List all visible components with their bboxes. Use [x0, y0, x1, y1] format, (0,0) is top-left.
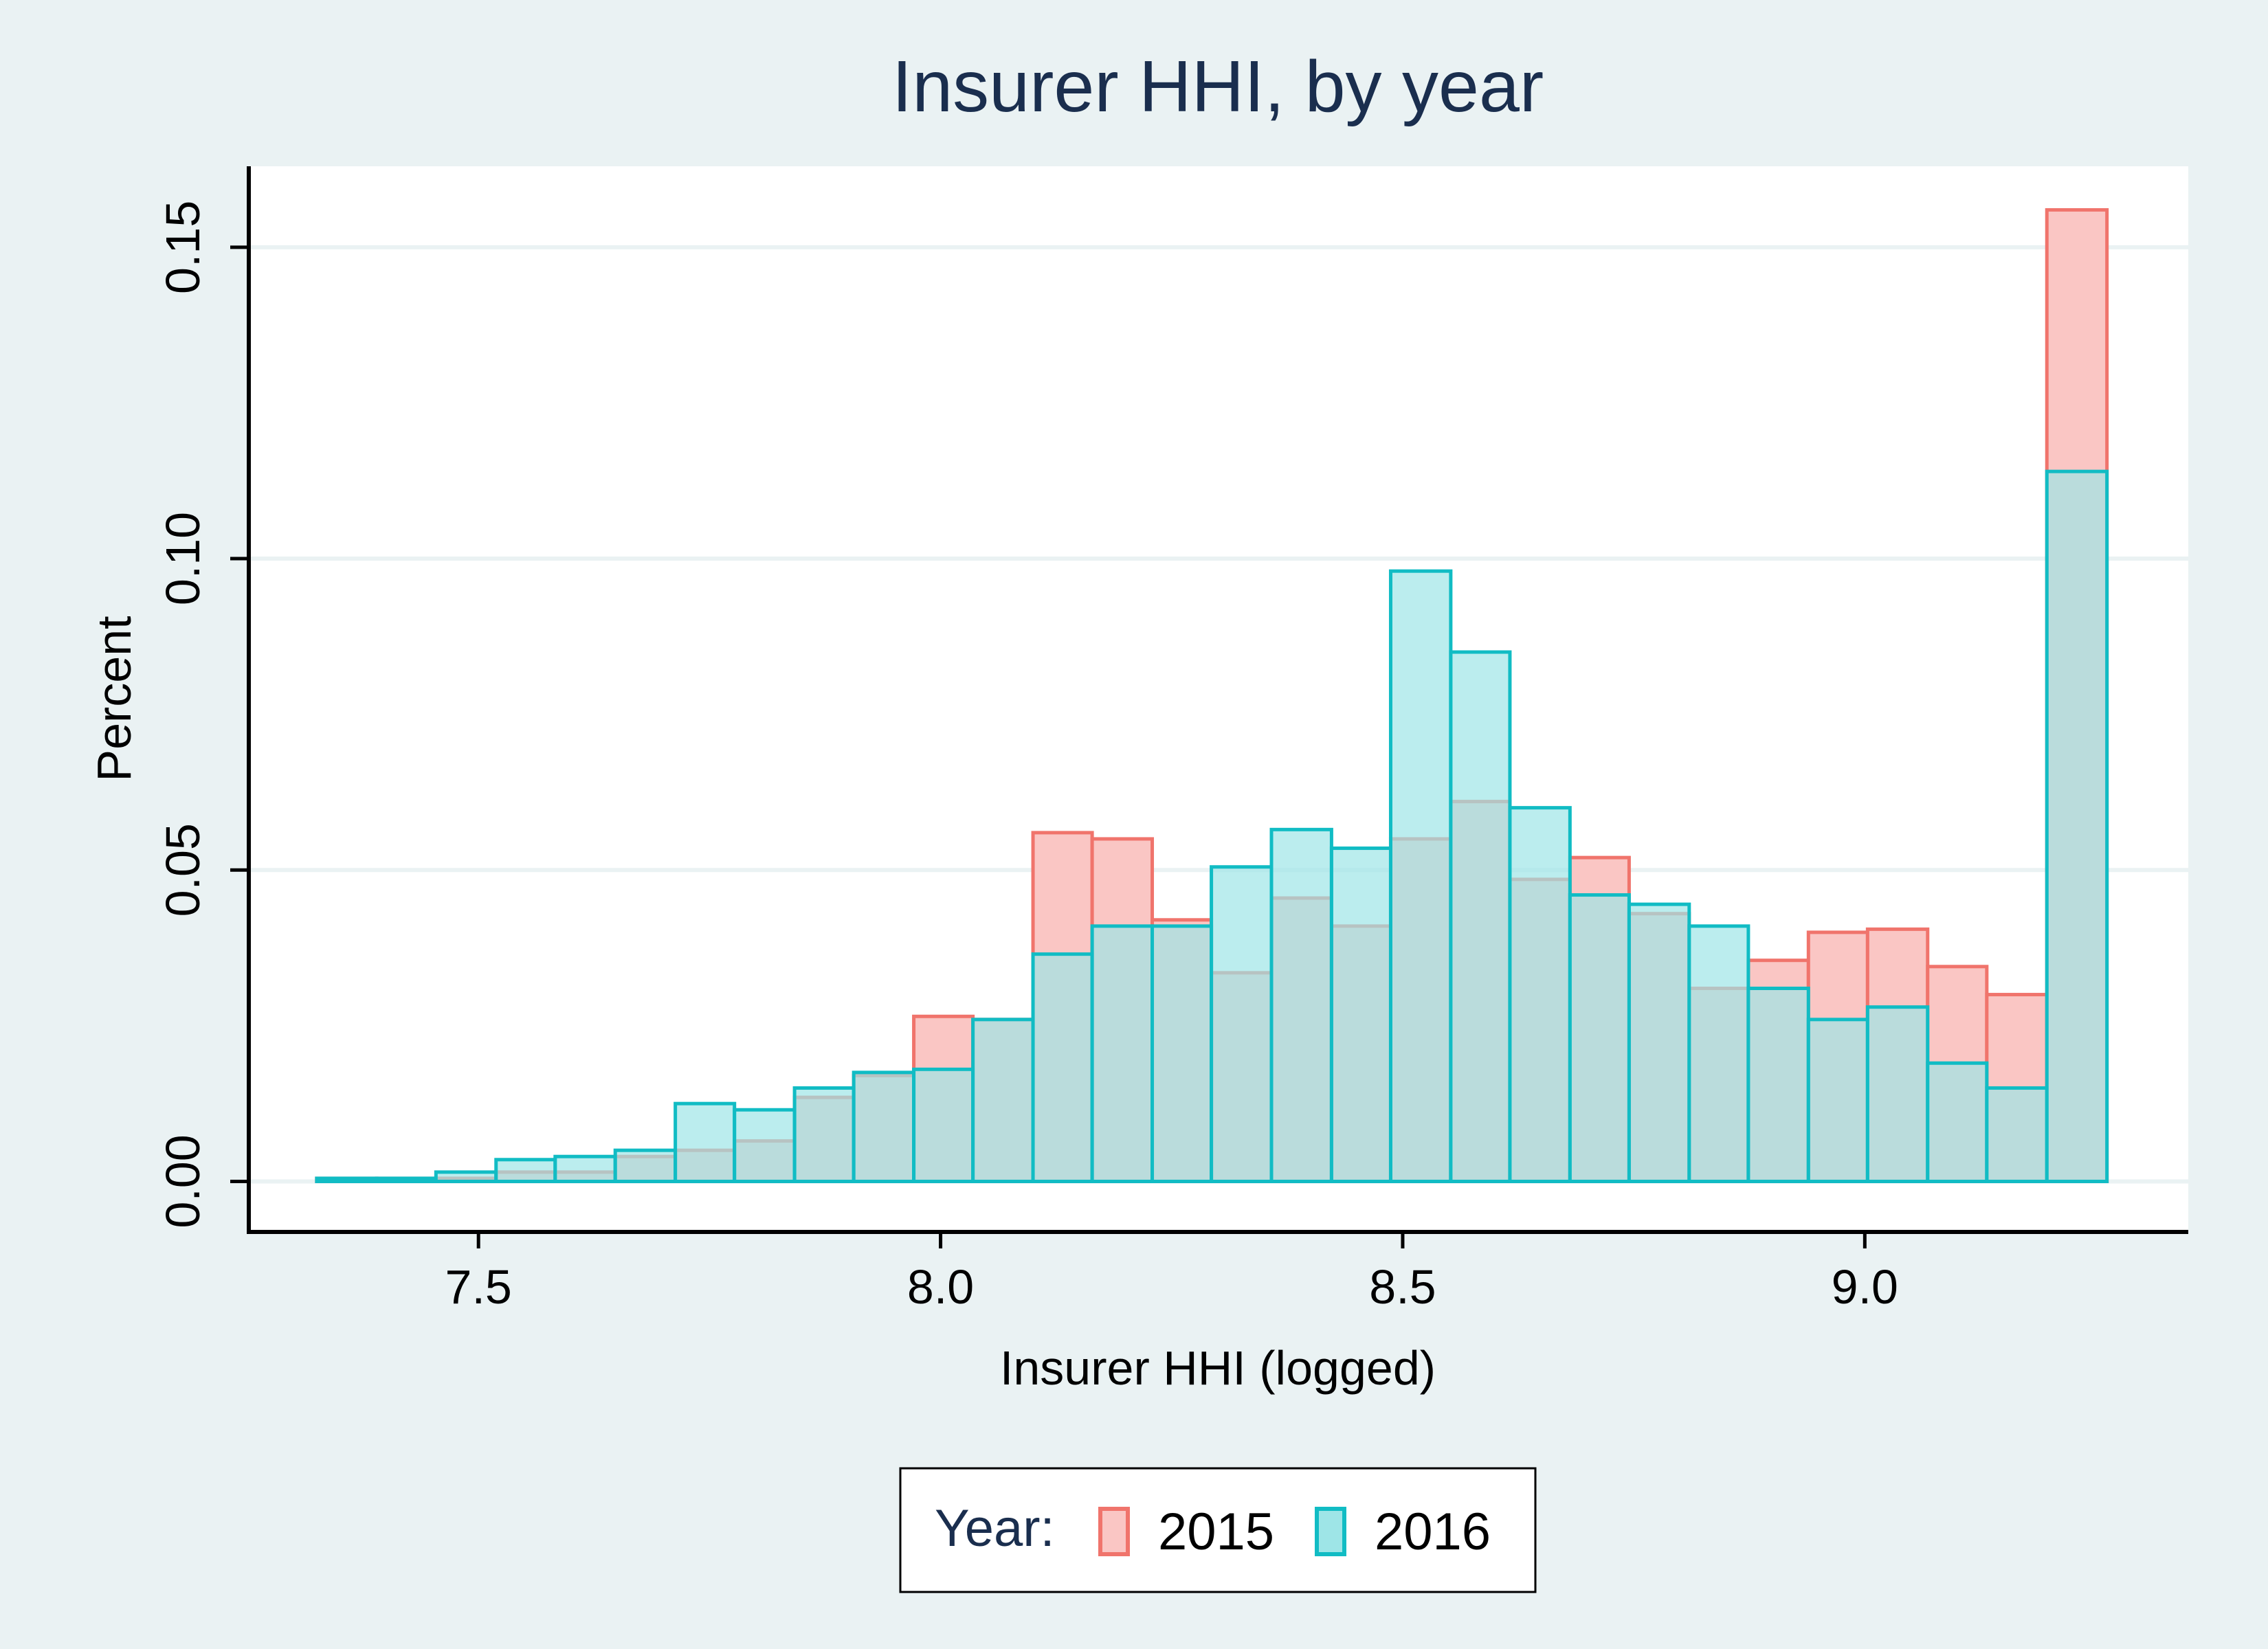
bar-2016: [912, 1067, 975, 1183]
x-ticks: 7.5 8.0 8.5 9.0: [445, 1231, 1898, 1314]
legend-title: Year:: [935, 1499, 1055, 1558]
bar-2016: [674, 1101, 737, 1183]
bar-2016: [1985, 1086, 2049, 1183]
y-tick-label: 0.15: [156, 201, 210, 294]
bar-2016: [1150, 924, 1214, 1183]
y-tick-label: 0.00: [156, 1134, 210, 1228]
legend-label-2015: 2015: [1158, 1503, 1274, 1561]
bar-2016: [792, 1086, 856, 1183]
bar-2016: [375, 1176, 438, 1183]
bar-2016: [1508, 806, 1572, 1183]
x-axis-title: Insurer HHI (logged): [1000, 1341, 1436, 1395]
legend: Year: 2015 2016: [899, 1467, 1537, 1593]
bar-2016: [1210, 865, 1274, 1183]
y-ticks: 0.00 0.05 0.10 0.15: [156, 201, 247, 1229]
bar-2016: [1329, 846, 1392, 1183]
bar-2016: [733, 1108, 797, 1183]
bar-2016: [613, 1148, 678, 1183]
bar-2016: [1269, 827, 1333, 1183]
bar-2016: [1627, 902, 1691, 1183]
bar-2016: [1865, 1005, 1930, 1183]
bar-2016: [1449, 650, 1512, 1183]
bar-2016: [1806, 1018, 1869, 1183]
legend-swatch-2015: [1098, 1507, 1130, 1556]
bar-2016: [434, 1170, 498, 1183]
legend-box: [899, 1467, 1537, 1593]
legend-label-2016: 2016: [1375, 1503, 1491, 1561]
bar-2016: [1090, 924, 1155, 1183]
bar-2016: [494, 1158, 557, 1183]
x-tick-label: 9.0: [1832, 1260, 1898, 1314]
bar-2016: [553, 1154, 617, 1183]
bar-2016: [1388, 569, 1453, 1183]
bar-2016: [852, 1070, 916, 1183]
bar-2016: [2045, 469, 2109, 1183]
bar-2016: [1031, 952, 1094, 1183]
y-tick-label: 0.10: [156, 512, 210, 605]
bar-2016: [1568, 893, 1631, 1183]
bar-2016: [1687, 924, 1750, 1183]
bar-2016: [315, 1176, 379, 1183]
x-tick-label: 7.5: [445, 1260, 512, 1314]
chart-title: Insurer HHI, by year: [892, 46, 1544, 127]
legend-swatch-2016: [1315, 1507, 1346, 1556]
y-axis-title: Percent: [87, 616, 141, 781]
x-tick-label: 8.0: [907, 1260, 974, 1314]
x-tick-label: 8.5: [1369, 1260, 1436, 1314]
y-tick-label: 0.05: [156, 823, 210, 917]
bar-2016: [1746, 986, 1810, 1183]
bar-2016: [1926, 1061, 1989, 1183]
bar-2016: [971, 1018, 1035, 1183]
series-2016-bars: [315, 469, 2109, 1183]
